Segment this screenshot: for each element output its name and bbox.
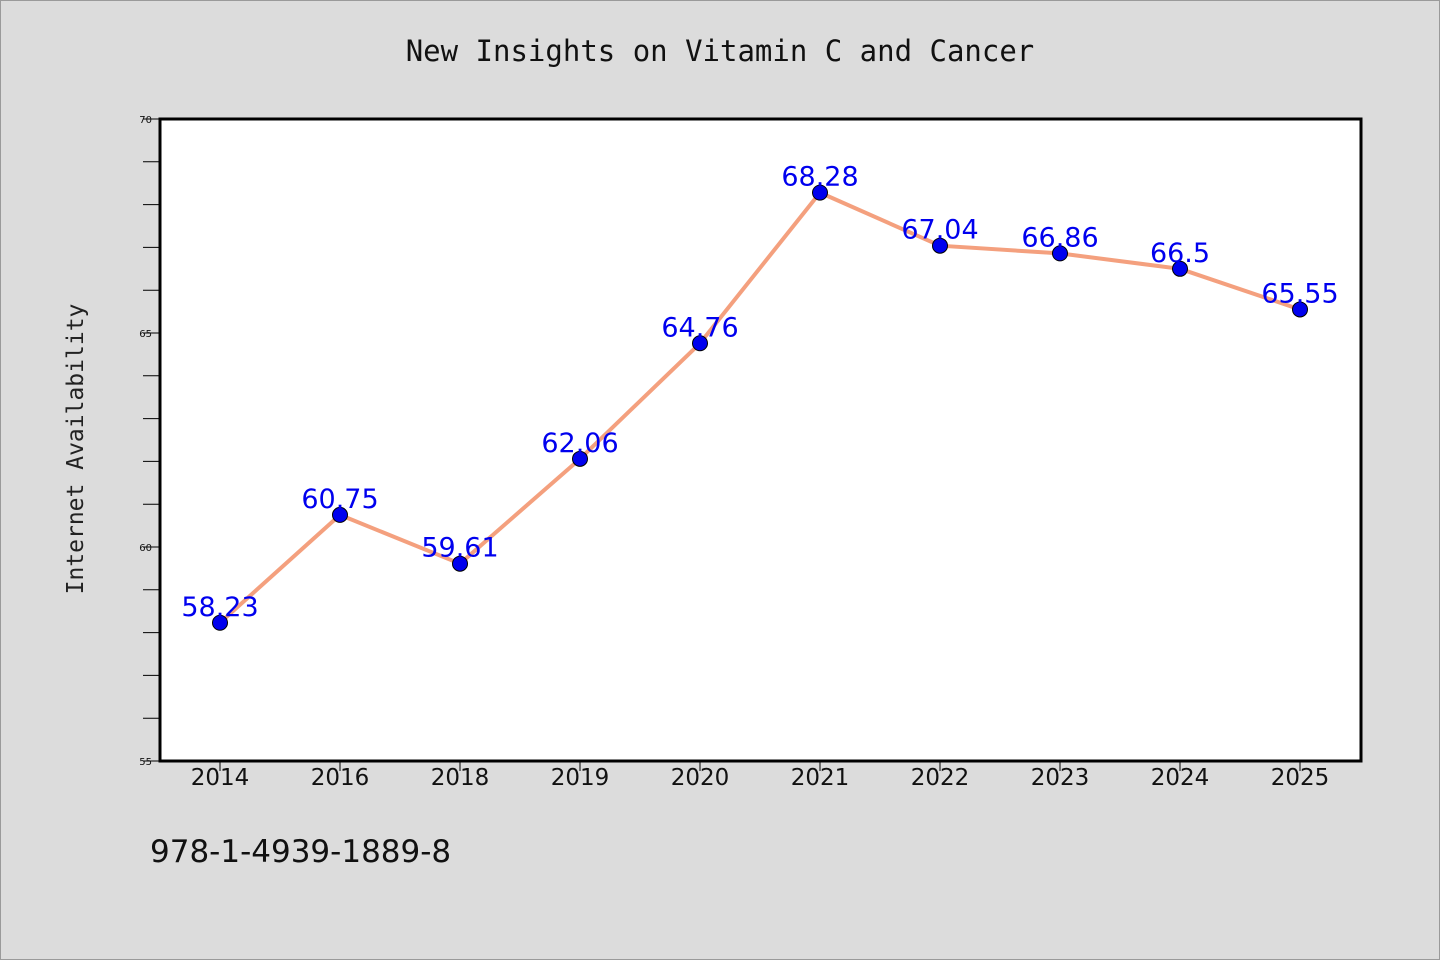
- chart-title: New Insights on Vitamin C and Cancer: [405, 34, 1035, 68]
- x-tick-label: 2019: [551, 765, 610, 791]
- data-point: [212, 614, 228, 631]
- x-tick-label: 2021: [791, 765, 850, 791]
- data-point: [332, 506, 348, 523]
- data-point: [1292, 301, 1308, 318]
- data-point: [1172, 260, 1188, 277]
- x-tick-label: 2016: [311, 765, 370, 791]
- data-label: 65.55: [1261, 278, 1338, 309]
- data-point: [812, 184, 828, 201]
- data-label: 60.75: [301, 484, 378, 515]
- x-tick-label: 2022: [911, 765, 970, 791]
- data-label: 67.04: [901, 215, 978, 246]
- data-label: 62.06: [541, 428, 618, 459]
- data-point: [932, 237, 948, 254]
- series-line: [218, 190, 1302, 625]
- data-label: 64.76: [661, 312, 738, 343]
- data-label: 59.61: [421, 533, 498, 564]
- x-tick-label: 2014: [191, 765, 250, 791]
- plot-frame: [158, 117, 1363, 763]
- data-label: 58.23: [181, 592, 258, 623]
- data-point: [692, 335, 708, 352]
- data-point: [572, 450, 588, 467]
- data-label: 66.86: [1021, 222, 1098, 253]
- y-tick-label: 70: [139, 115, 152, 126]
- x-tick-label: 2025: [1271, 765, 1330, 791]
- y-tick-label: 60: [139, 543, 152, 554]
- x-tick-label: 2020: [671, 765, 730, 791]
- data-label: 66.5: [1150, 238, 1210, 269]
- x-tick-label: 2018: [431, 765, 490, 791]
- y-tick-label: 65: [139, 329, 152, 340]
- data-point: [452, 555, 468, 572]
- x-tick-label: 2023: [1031, 765, 1090, 791]
- y-tick-label: 55: [139, 757, 152, 768]
- data-label: 68.28: [781, 162, 858, 193]
- data-point: [1052, 245, 1068, 262]
- isbn-footnote: 978-1-4939-1889-8: [150, 834, 452, 870]
- x-tick-label: 2024: [1151, 765, 1210, 791]
